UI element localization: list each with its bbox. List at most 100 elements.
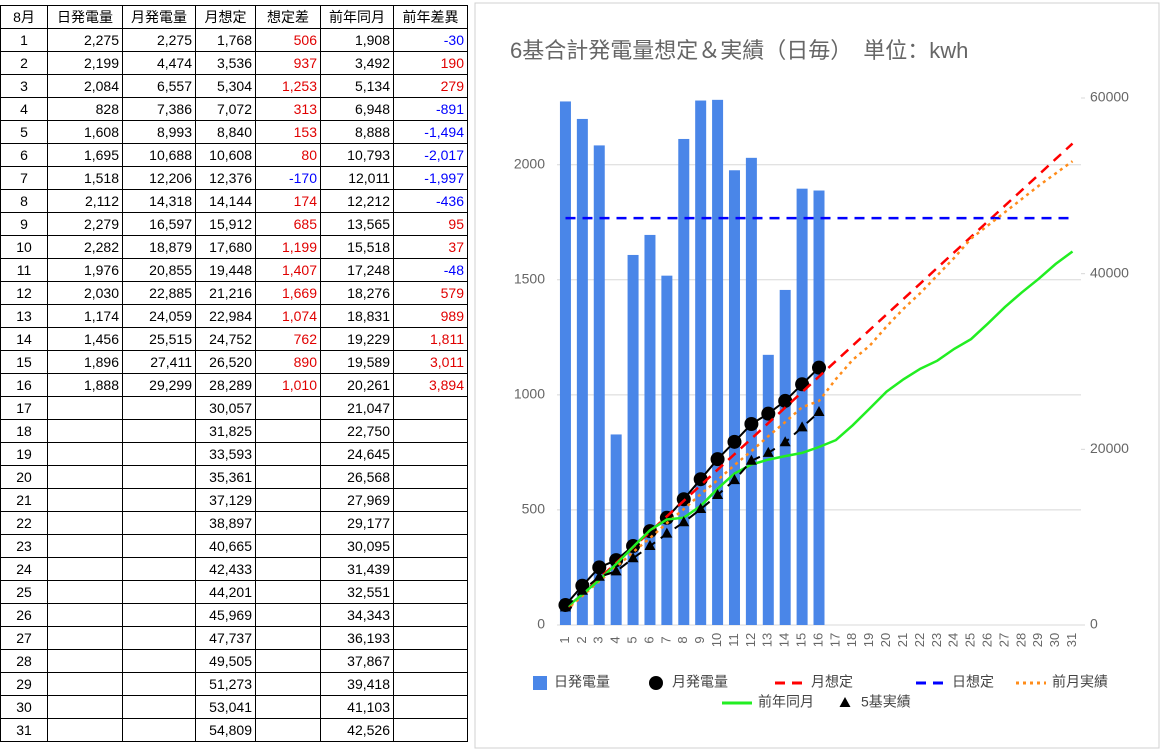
table-row: 11 1,976 20,855 19,448 1,407 17,248 -48: [0, 258, 468, 282]
table-cell: 19,229: [320, 327, 394, 351]
bar: [745, 157, 757, 626]
table-cell: 6,948: [320, 97, 394, 121]
table-cell: 1,407: [255, 258, 321, 282]
table-cell: 13,565: [320, 212, 394, 236]
table-cell: 989: [393, 304, 468, 328]
marker: [796, 421, 808, 432]
table-cell: 3: [0, 74, 48, 98]
table-cell: 14,318: [122, 189, 196, 213]
table-cell: [393, 465, 468, 489]
bar: [576, 118, 588, 625]
table-cell: 24,645: [320, 442, 394, 466]
table-cell: [47, 580, 123, 604]
table-cell: 47,737: [195, 626, 256, 650]
table-cell: 3,011: [393, 350, 468, 374]
legend-label: 日想定: [952, 674, 994, 690]
x-tick-label: 8: [675, 636, 690, 643]
table-cell: [255, 672, 321, 696]
x-tick-label: 7: [658, 636, 673, 643]
table-cell: [122, 580, 196, 604]
table-cell: 32,551: [320, 580, 394, 604]
series-line: [564, 411, 820, 609]
marker: [710, 452, 725, 467]
x-tick-label: 25: [963, 633, 978, 647]
x-tick-label: 5: [625, 636, 640, 643]
table-row: 19 33,593 24,645: [0, 442, 468, 466]
table-cell: 21,216: [195, 281, 256, 305]
table-cell: [255, 718, 321, 742]
table-cell: [393, 511, 468, 535]
table-cell: 8,993: [122, 120, 196, 144]
table-cell: 45,969: [195, 603, 256, 627]
table-cell: [393, 580, 468, 604]
bar: [661, 275, 673, 625]
x-tick-label: 31: [1064, 633, 1079, 647]
table-cell: 1,669: [255, 281, 321, 305]
x-tick-label: 26: [979, 633, 994, 647]
x-tick-label: 11: [726, 633, 741, 647]
marker: [593, 570, 605, 581]
table-row: 8 2,112 14,318 14,144 174 12,212 -436: [0, 189, 468, 213]
table-cell: [122, 442, 196, 466]
y2-tick-label: 40000: [1090, 264, 1129, 280]
table-row: 9 2,279 16,597 15,912 685 13,565 95: [0, 212, 468, 236]
x-tick-label: 6: [641, 636, 656, 643]
table-cell: 40,665: [195, 534, 256, 558]
marker: [778, 393, 793, 408]
legend-label: 日発電量: [554, 674, 610, 690]
table-row: 10 2,282 18,879 17,680 1,199 15,518 37: [0, 235, 468, 259]
x-tick-label: 19: [861, 633, 876, 647]
bar: [593, 145, 605, 625]
marker: [661, 527, 673, 538]
table-cell: [47, 511, 123, 535]
table-cell: -1,494: [393, 120, 468, 144]
x-tick-label: 2: [574, 636, 589, 643]
table-cell: 10,793: [320, 143, 394, 167]
marker: [695, 503, 707, 514]
table-cell: 1,896: [47, 350, 123, 374]
marker: [744, 416, 759, 431]
table-cell: 2,275: [122, 28, 196, 52]
marker: [727, 434, 742, 449]
marker: [728, 474, 740, 485]
table-cell: 1,976: [47, 258, 123, 282]
table-cell: 890: [255, 350, 321, 374]
table-cell: 24: [0, 557, 48, 581]
table-cell: 1,608: [47, 120, 123, 144]
table-cell: 18,879: [122, 235, 196, 259]
x-tick-label: 29: [1030, 633, 1045, 647]
y-tick-label: 1000: [514, 386, 545, 402]
table-cell: [122, 511, 196, 535]
legend-swatch: [649, 676, 663, 690]
marker: [779, 436, 791, 447]
bar: [559, 101, 571, 625]
table-cell: [255, 442, 321, 466]
marker: [745, 454, 757, 465]
table-cell: 2,282: [47, 235, 123, 259]
header-row: 8月 日発電量 月発電量 月想定 想定差 前年同月 前年差異: [0, 5, 468, 29]
bar: [712, 99, 724, 625]
table-cell: 17,680: [195, 235, 256, 259]
marker: [644, 539, 656, 550]
table-cell: 8月: [0, 5, 48, 29]
table-cell: 29,177: [320, 511, 394, 535]
x-tick-label: 12: [743, 633, 758, 647]
table-cell: [122, 718, 196, 742]
legend-label: 前月実績: [1052, 674, 1108, 690]
table-cell: -436: [393, 189, 468, 213]
table-cell: [47, 695, 123, 719]
table-row: 25 44,201 32,551: [0, 580, 468, 604]
table-row: 22 38,897 29,177: [0, 511, 468, 535]
table-cell: 1,456: [47, 327, 123, 351]
table-cell: 3,894: [393, 373, 468, 397]
series-line: [564, 366, 820, 606]
table-cell: [122, 695, 196, 719]
bar: [728, 170, 740, 625]
table-cell: [122, 603, 196, 627]
table-cell: [255, 465, 321, 489]
table-cell: 20,855: [122, 258, 196, 282]
bar: [644, 234, 656, 625]
marker: [592, 560, 607, 575]
